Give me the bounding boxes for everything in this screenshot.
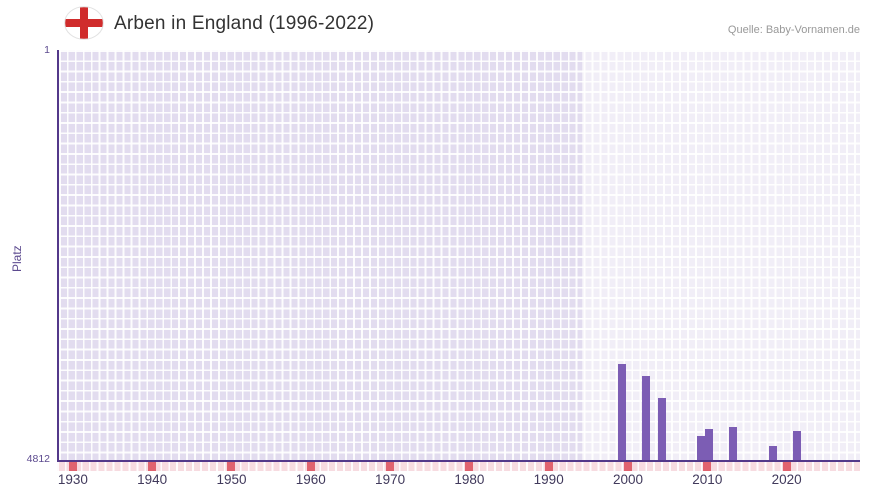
- bar: [729, 427, 738, 460]
- x-tick-label: 1990: [533, 472, 564, 487]
- x-tick-label: 1980: [454, 472, 485, 487]
- decade-marker: [148, 462, 157, 471]
- x-tick-label: 1960: [295, 472, 326, 487]
- decade-marker: [465, 462, 474, 471]
- y-tick-bottom: 4812: [26, 453, 50, 465]
- axis-decade-strip: [57, 462, 860, 471]
- x-axis-ticks: 1930 1940 1950 1960 1970 1980 1990 2000 2010 2020: [57, 472, 860, 494]
- plot-area: [57, 50, 860, 462]
- x-tick-label: 1970: [375, 472, 406, 487]
- decade-marker: [544, 462, 553, 471]
- decade-marker: [306, 462, 315, 471]
- x-tick-label: 2000: [612, 472, 644, 487]
- bar: [792, 430, 801, 460]
- x-tick-label: 2020: [771, 472, 802, 487]
- bar: [768, 446, 777, 460]
- decade-marker: [703, 462, 712, 471]
- bar: [705, 429, 714, 460]
- x-tick-label: 1940: [137, 472, 168, 487]
- bar: [618, 363, 627, 460]
- highlight-region: [582, 50, 860, 460]
- england-flag-icon: [64, 6, 104, 40]
- x-tick-label: 2010: [692, 472, 723, 487]
- chart-title: Arben in England (1996-2022): [114, 13, 375, 34]
- y-axis-title: Platz: [10, 245, 24, 272]
- bar: [697, 435, 706, 460]
- decade-marker: [68, 462, 77, 471]
- decade-marker: [227, 462, 236, 471]
- source-label: Quelle: Baby-Vornamen.de: [727, 24, 860, 36]
- x-tick-label: 1950: [216, 472, 247, 487]
- bar: [657, 398, 666, 460]
- bar: [641, 376, 650, 460]
- y-tick-top: 1: [44, 44, 50, 56]
- decade-marker: [782, 462, 791, 471]
- decade-marker: [386, 462, 395, 471]
- x-tick-label: 1930: [57, 472, 88, 487]
- decade-marker: [624, 462, 632, 471]
